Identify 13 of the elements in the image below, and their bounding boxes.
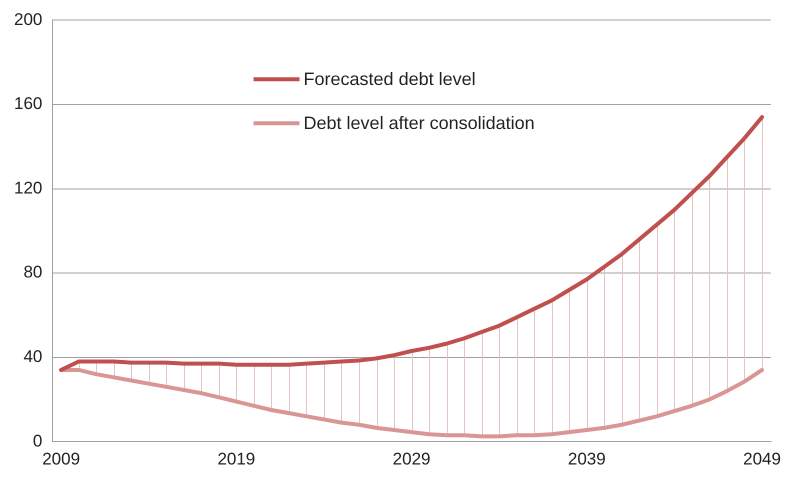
y-tick-label: 200 [14, 10, 42, 29]
x-tick-label: 2029 [392, 449, 430, 468]
x-tick-label: 2019 [217, 449, 256, 468]
x-tick-label: 2039 [568, 449, 606, 468]
y-tick-label: 160 [14, 94, 42, 114]
legend-label: Debt level after consolidation [304, 113, 535, 134]
legend-label: Forecasted debt level [304, 69, 476, 90]
y-tick-label: 0 [32, 431, 42, 450]
x-tick-label: 2009 [42, 449, 80, 468]
x-tick-label: 2049 [743, 449, 781, 468]
y-tick-label: 80 [23, 262, 42, 282]
y-tick-label: 40 [23, 347, 42, 366]
y-tick-label: 120 [14, 178, 42, 198]
